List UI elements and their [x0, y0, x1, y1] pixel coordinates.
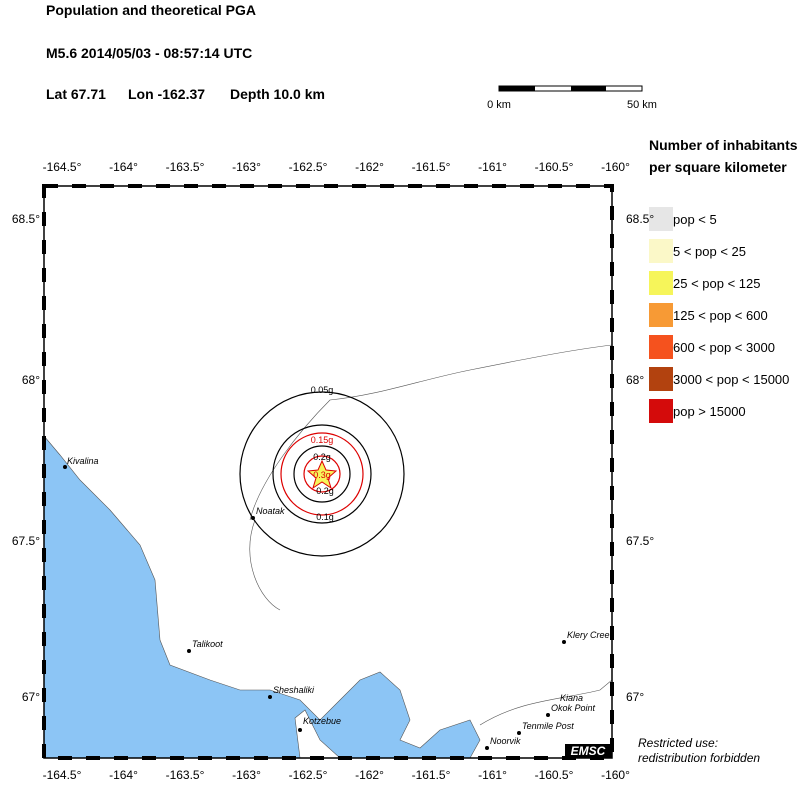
town-label: Sheshaliki — [273, 685, 315, 695]
town-label: Talikoot — [192, 639, 223, 649]
lon-tick-label: -163° — [232, 160, 261, 174]
lon-tick-label: -160.5° — [535, 768, 574, 781]
legend-title: per square kilometer — [649, 159, 787, 175]
axes: -164.5° -164.5° -164° -164° -163.5° -163.5° -1… — [12, 160, 655, 782]
lat-tick-label: 68.5° — [626, 212, 654, 226]
title: Population and theoretical PGA — [46, 2, 256, 18]
lat: Lat 67.71 — [46, 86, 106, 102]
town-dot — [63, 465, 67, 469]
lon-tick-label: -164.5° — [43, 160, 82, 174]
footer: Restricted use: — [638, 736, 718, 750]
legend-label: 600 < pop < 3000 — [673, 340, 775, 355]
legend-swatch — [649, 303, 673, 327]
pga-label: 0.2g — [316, 486, 334, 496]
town-label: Okok Point — [551, 703, 596, 713]
legend-swatch — [649, 399, 673, 423]
legend-label: pop < 5 — [673, 212, 717, 227]
town-label: Tenmile Post — [522, 721, 574, 731]
pga-label: 0.3g — [313, 470, 331, 480]
event: M5.6 2014/05/03 - 08:57:14 UTC — [46, 45, 252, 61]
legend-label: 25 < pop < 125 — [673, 276, 760, 291]
legend-label: 5 < pop < 25 — [673, 244, 746, 259]
town-dot — [268, 695, 272, 699]
lon-tick-label: -163.5° — [166, 160, 205, 174]
lon-tick-label: -160.5° — [535, 160, 574, 174]
lon-tick-label: -161° — [478, 160, 507, 174]
pga-label: 0.05g — [311, 385, 334, 395]
town-dot — [517, 731, 521, 735]
town-dot — [298, 728, 302, 732]
lon-tick-label: -160° — [601, 160, 630, 174]
pga-label: 0.15g — [311, 435, 334, 445]
legend-swatch — [649, 271, 673, 295]
legend-swatch — [649, 335, 673, 359]
lat-tick-label: 67.5° — [12, 534, 40, 548]
lat-tick-label: 67° — [22, 690, 40, 704]
lon: Lon -162.37 — [128, 86, 205, 102]
legend-label: pop > 15000 — [673, 404, 746, 419]
legend-label: 3000 < pop < 15000 — [673, 372, 789, 387]
pga-label: 0.2g — [313, 452, 331, 462]
depth: Depth 10.0 km — [230, 86, 325, 102]
lon-tick-label: -160° — [601, 768, 630, 781]
lon-tick-label: -163° — [232, 768, 261, 781]
lon-tick-label: -162.5° — [289, 768, 328, 781]
town-label: Kotzebue — [303, 716, 341, 726]
lon-tick-label: -162° — [355, 768, 384, 781]
scale-bar: 0 km 50 km — [487, 85, 657, 111]
town-dot — [251, 516, 255, 520]
credit: EMSC — [571, 744, 606, 758]
town-dot — [485, 746, 489, 750]
legend: pop < 5 5 < pop < 25 25 < pop < 125 125 < p… — [649, 207, 789, 423]
lon-tick-label: -161° — [478, 768, 507, 781]
lon-tick-label: -161.5° — [412, 768, 451, 781]
town-label: Kiana — [560, 693, 583, 703]
legend-swatch — [649, 367, 673, 391]
lon-tick-label: -161.5° — [412, 160, 451, 174]
town-label: Kivalina — [67, 456, 99, 466]
map: EMSC — [44, 186, 612, 758]
pga-label: 0.1g — [316, 512, 334, 522]
lat-tick-label: 68° — [22, 373, 40, 387]
map-border — [42, 184, 614, 760]
lat-tick-label: 67.5° — [626, 534, 654, 548]
lon-tick-label: -162° — [355, 160, 384, 174]
town-label: Noorvik — [490, 736, 521, 746]
lat-tick-label: 67° — [626, 690, 644, 704]
lon-tick-label: -164° — [109, 768, 138, 781]
scale-end: 50 km — [627, 99, 657, 111]
lon-tick-label: -164.5° — [43, 768, 82, 781]
lon-tick-label: -164° — [109, 160, 138, 174]
town-label: Noatak — [256, 506, 285, 516]
legend-title: Number of inhabitants — [649, 137, 798, 153]
town-dot — [562, 640, 566, 644]
town-dot — [546, 713, 550, 717]
legend-label: 125 < pop < 600 — [673, 308, 768, 323]
lon-tick-label: -162.5° — [289, 160, 328, 174]
legend-swatch — [649, 207, 673, 231]
legend-swatch — [649, 239, 673, 263]
lon-tick-label: -163.5° — [166, 768, 205, 781]
scale-start: 0 km — [487, 99, 511, 111]
footer: redistribution forbidden — [638, 751, 760, 765]
town-label: Klery Cree — [567, 630, 610, 640]
lat-tick-label: 68° — [626, 373, 644, 387]
town-dot — [187, 649, 191, 653]
lat-tick-label: 68.5° — [12, 212, 40, 226]
